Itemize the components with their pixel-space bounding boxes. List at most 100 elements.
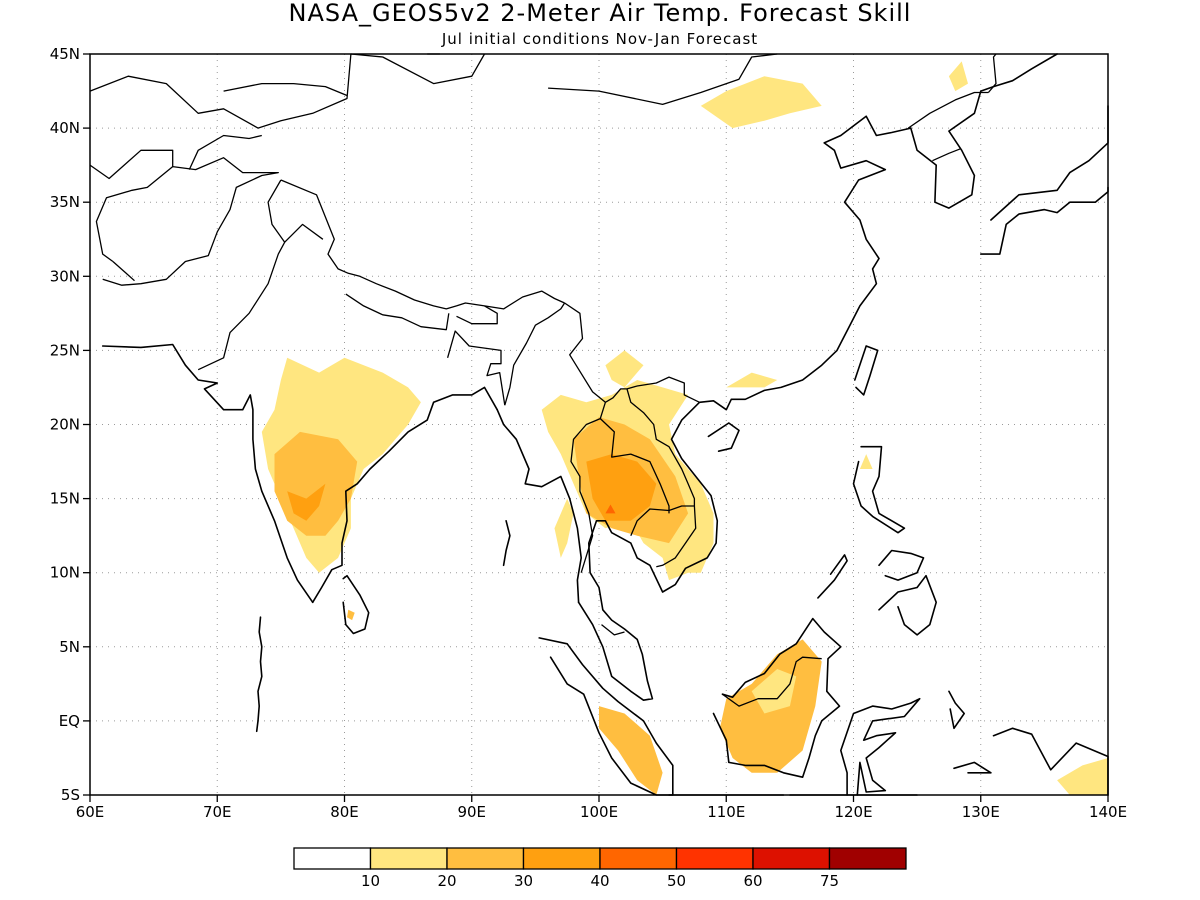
colorbar-label: 10 xyxy=(361,872,380,890)
map-title: NASA_GEOS5v2 2-Meter Air Temp. Forecast … xyxy=(289,0,912,27)
x-tick-label: 140E xyxy=(1089,803,1127,821)
skill-region xyxy=(347,609,355,621)
coastlines xyxy=(101,53,1109,796)
country-borders xyxy=(89,53,997,707)
x-tick-label: 130E xyxy=(962,803,1000,821)
colorbar-box xyxy=(828,847,907,870)
country-border xyxy=(987,53,997,93)
skill-shading xyxy=(261,61,1108,795)
country-border xyxy=(601,624,625,636)
x-tick-label: 120E xyxy=(834,803,872,821)
country-border xyxy=(446,330,506,406)
country-border xyxy=(932,148,961,162)
x-tick-label: 100E xyxy=(580,803,618,821)
y-tick-label: 30N xyxy=(50,267,80,285)
map-subtitle: Jul initial conditions Nov-Jan Forecast xyxy=(441,30,758,48)
colorbar-label: 50 xyxy=(667,872,686,890)
country-border xyxy=(456,305,498,325)
coastline xyxy=(496,408,583,604)
x-tick-label: 70E xyxy=(203,803,232,821)
skill-region xyxy=(1057,758,1108,795)
colorbar-box xyxy=(522,847,601,870)
country-border xyxy=(626,388,696,506)
coastline xyxy=(101,343,314,604)
coastline xyxy=(909,53,1058,209)
coastline xyxy=(979,186,1109,255)
country-border xyxy=(89,53,352,129)
country-border xyxy=(722,656,822,707)
x-tick-label: 80E xyxy=(330,803,359,821)
skill-region xyxy=(751,669,797,714)
y-tick-label: 5S xyxy=(61,786,80,804)
country-border xyxy=(504,302,566,406)
colorbar-label: 40 xyxy=(590,872,609,890)
y-tick-label: 5N xyxy=(59,638,80,656)
colorbar-box xyxy=(599,847,678,870)
y-tick-label: EQ xyxy=(59,712,80,730)
colorbar-label: 60 xyxy=(743,872,762,890)
y-tick-label: 20N xyxy=(50,416,80,434)
country-border xyxy=(89,149,174,180)
skill-region xyxy=(726,372,778,388)
coastline xyxy=(255,616,263,733)
country-border xyxy=(284,223,324,243)
skill-region xyxy=(287,483,326,521)
country-border xyxy=(197,179,286,371)
coastline xyxy=(852,445,906,534)
skill-region xyxy=(605,504,616,514)
colorbar-box xyxy=(675,847,754,870)
country-border xyxy=(548,53,778,106)
colorbar-label: 75 xyxy=(820,872,839,890)
skill-region xyxy=(605,350,644,388)
colorbar-box xyxy=(752,847,831,870)
country-border xyxy=(280,179,565,310)
country-border xyxy=(570,418,601,573)
colorbar-boxes xyxy=(293,847,907,870)
skill-region xyxy=(948,61,968,92)
coastline xyxy=(839,697,921,796)
colorbar-label: 20 xyxy=(437,872,456,890)
latitude-axis: 45N 40N 35N 30N 25N 20N 15N 10N 5N EQ 5S xyxy=(50,45,90,804)
country-border xyxy=(223,82,348,97)
x-tick-label: 90E xyxy=(457,803,486,821)
colorbar-box xyxy=(369,847,448,870)
colorbar-label: 30 xyxy=(514,872,533,890)
country-border xyxy=(599,402,670,514)
coastline xyxy=(817,554,848,599)
skill-region xyxy=(554,498,574,558)
coastline xyxy=(311,386,499,604)
coastline xyxy=(502,519,511,567)
country-border xyxy=(350,53,486,85)
coastline xyxy=(538,637,674,796)
skill-region xyxy=(859,454,873,469)
longitude-axis: 60E 70E 80E 90E 100E 110E 120E 130E 140E xyxy=(76,795,1127,821)
y-tick-label: 35N xyxy=(50,193,80,211)
coastline xyxy=(342,574,370,635)
colorbar-labels: 10 20 30 40 50 60 75 xyxy=(361,872,839,890)
skill-region xyxy=(700,76,822,129)
country-border xyxy=(95,157,279,286)
country-border xyxy=(345,293,450,331)
coastline xyxy=(878,574,938,636)
x-tick-label: 110E xyxy=(707,803,745,821)
country-border xyxy=(630,505,697,568)
country-border xyxy=(188,134,262,170)
x-tick-label: 60E xyxy=(76,803,105,821)
coastline xyxy=(712,617,842,779)
coastline xyxy=(948,690,966,730)
y-tick-label: 45N xyxy=(50,45,80,63)
y-tick-label: 15N xyxy=(50,490,80,508)
coastline xyxy=(853,345,879,396)
country-border xyxy=(907,91,989,129)
country-border xyxy=(564,302,700,403)
y-tick-label: 10N xyxy=(50,564,80,582)
colorbar: 10 20 30 40 50 60 75 xyxy=(293,847,907,890)
y-tick-label: 40N xyxy=(50,119,80,137)
coastline xyxy=(577,115,912,702)
coastline xyxy=(707,422,740,453)
coastline xyxy=(953,761,992,774)
colorbar-box xyxy=(446,847,525,870)
y-tick-label: 25N xyxy=(50,341,80,359)
skill-region xyxy=(599,706,663,795)
